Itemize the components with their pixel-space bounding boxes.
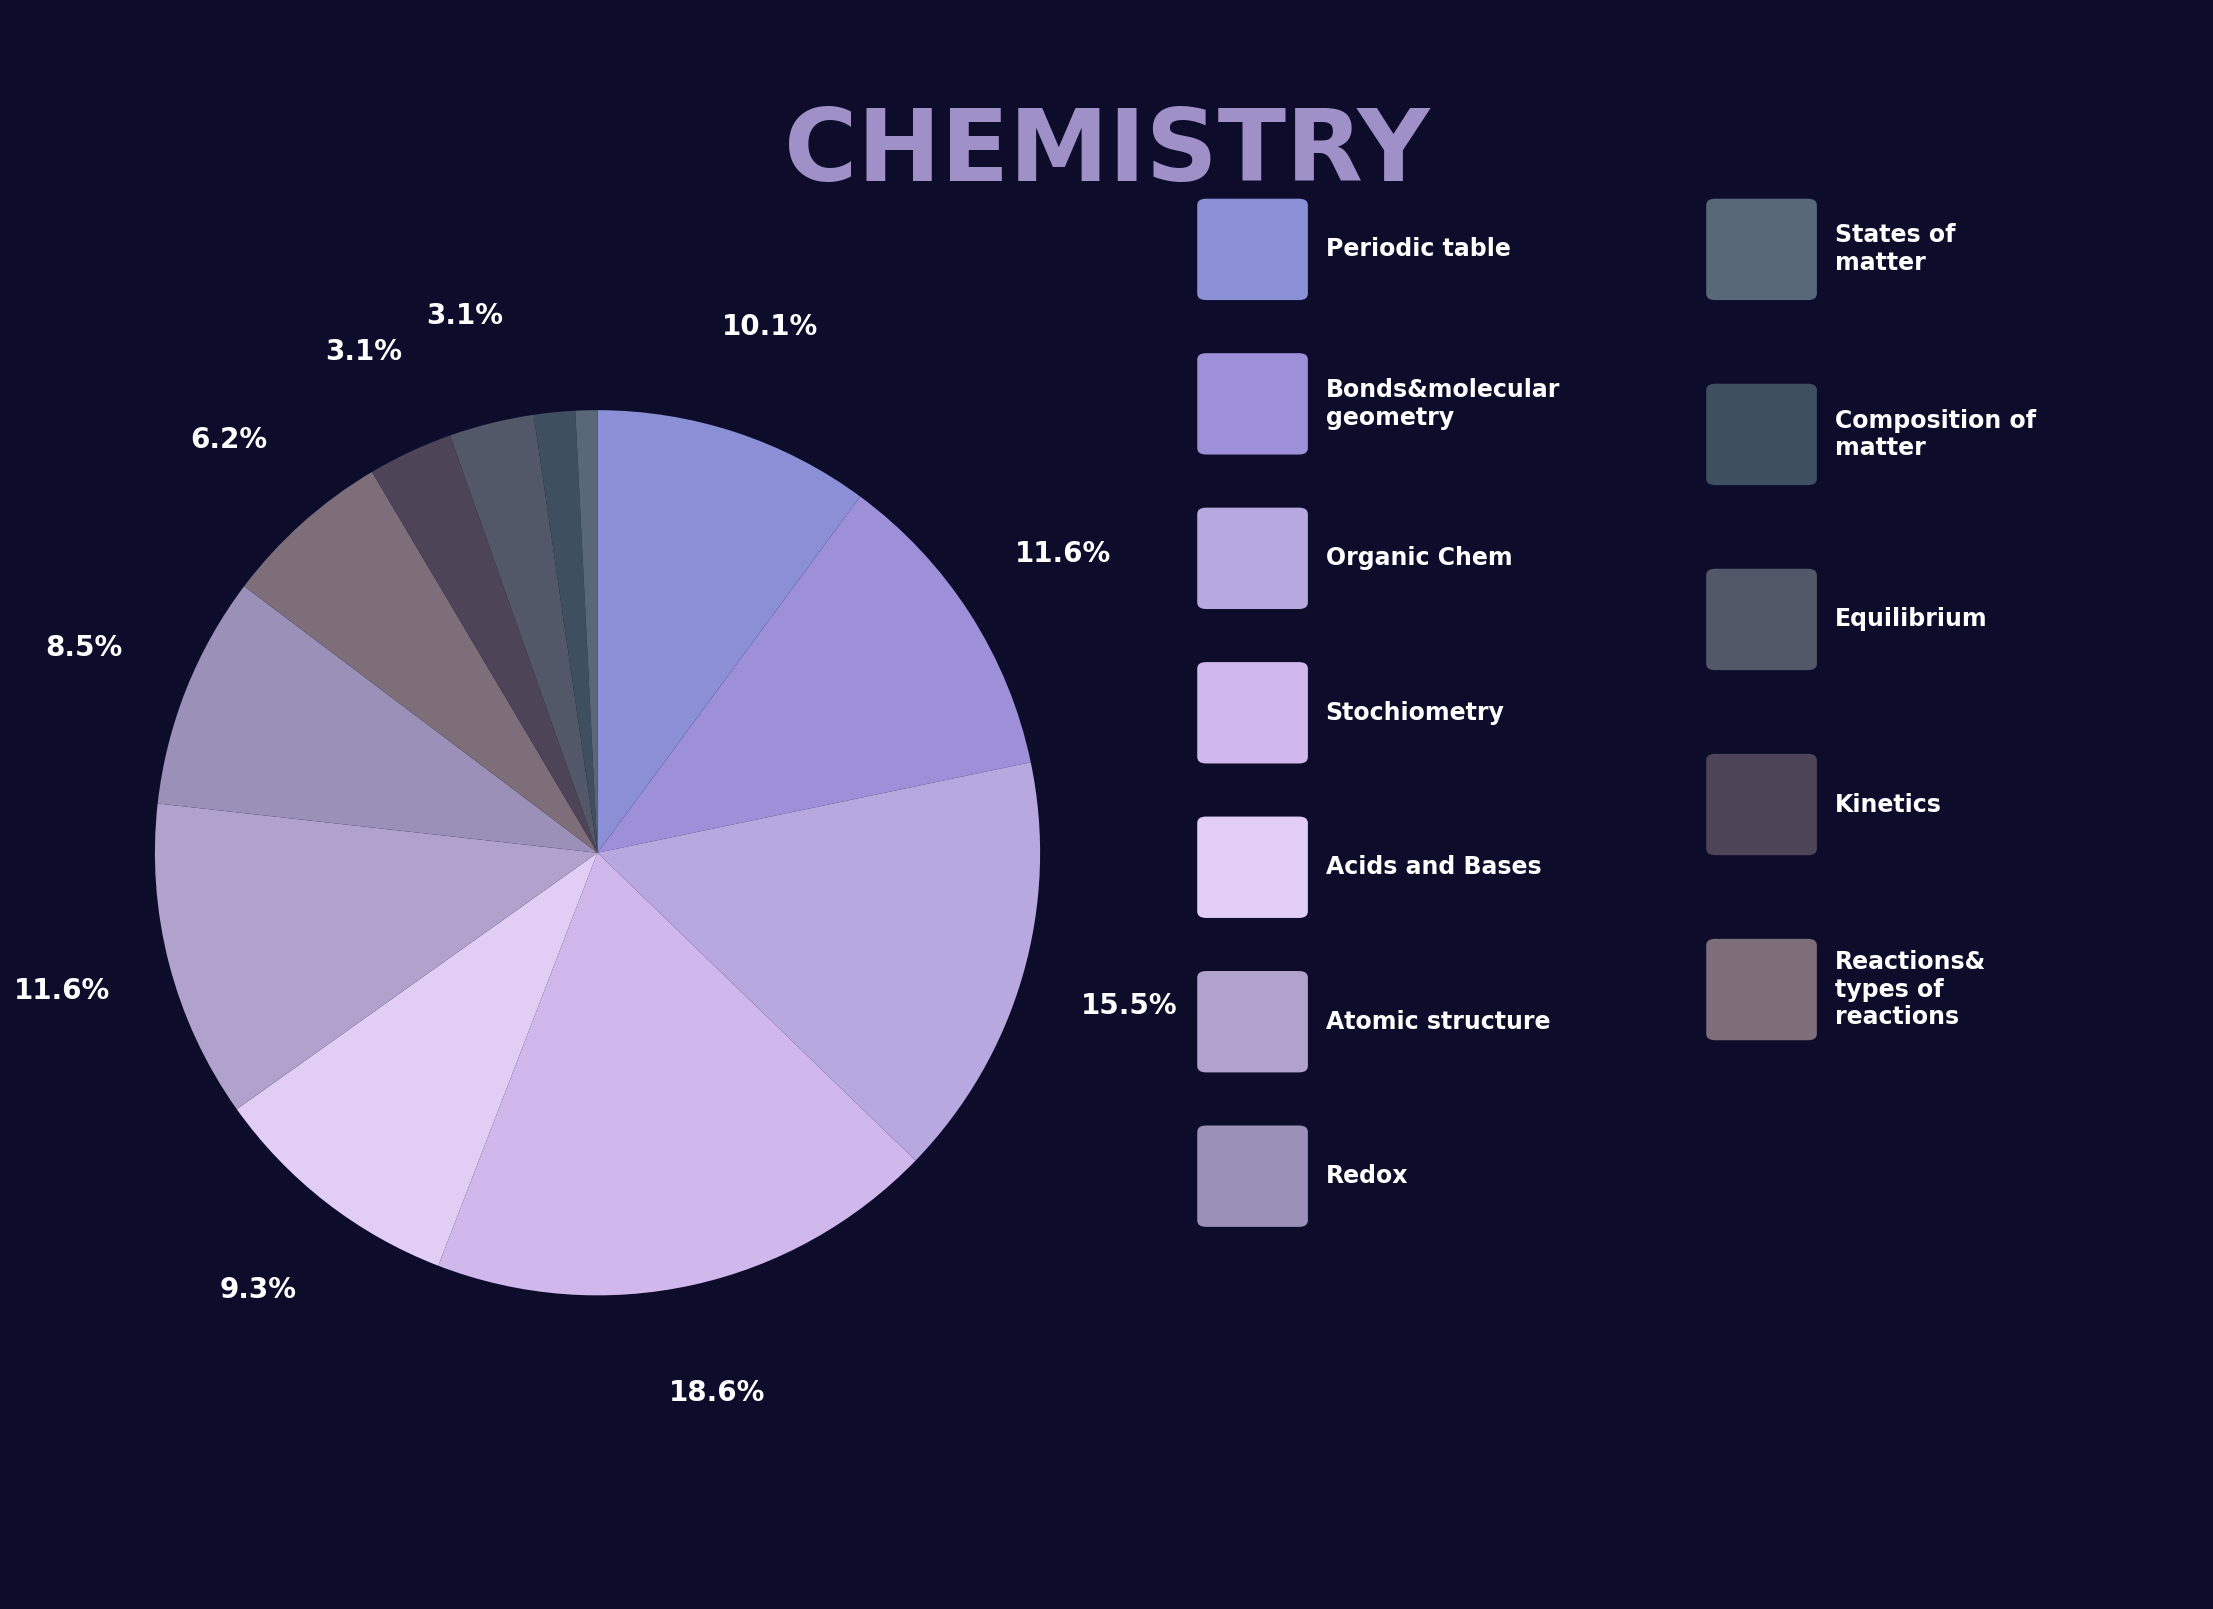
Text: Reactions&
types of
reactions: Reactions& types of reactions <box>1835 949 1985 1030</box>
Wedge shape <box>372 436 598 853</box>
Text: Periodic table: Periodic table <box>1326 238 1511 261</box>
Wedge shape <box>598 497 1031 853</box>
Text: Acids and Bases: Acids and Bases <box>1326 856 1540 879</box>
Text: Organic Chem: Organic Chem <box>1326 547 1511 570</box>
Wedge shape <box>237 853 598 1266</box>
Text: 18.6%: 18.6% <box>668 1379 766 1406</box>
Text: Stochiometry: Stochiometry <box>1326 702 1505 724</box>
Text: States of
matter: States of matter <box>1835 224 1954 275</box>
Text: 8.5%: 8.5% <box>44 634 122 661</box>
Text: 11.6%: 11.6% <box>1016 541 1111 568</box>
Wedge shape <box>575 410 598 853</box>
Wedge shape <box>243 471 598 853</box>
Wedge shape <box>157 586 598 853</box>
Text: Equilibrium: Equilibrium <box>1835 608 1987 631</box>
Text: Bonds&molecular
geometry: Bonds&molecular geometry <box>1326 378 1560 430</box>
Text: 11.6%: 11.6% <box>13 977 111 1006</box>
Wedge shape <box>533 410 598 853</box>
Wedge shape <box>449 415 598 853</box>
Text: 6.2%: 6.2% <box>190 426 268 454</box>
Text: 3.1%: 3.1% <box>427 301 502 330</box>
Wedge shape <box>438 853 916 1295</box>
Text: 9.3%: 9.3% <box>219 1276 297 1303</box>
Text: 3.1%: 3.1% <box>325 338 403 365</box>
Text: CHEMISTRY: CHEMISTRY <box>783 105 1430 201</box>
Text: Kinetics: Kinetics <box>1835 793 1941 816</box>
Text: 15.5%: 15.5% <box>1080 993 1177 1020</box>
Text: 10.1%: 10.1% <box>721 314 819 341</box>
Text: Atomic structure: Atomic structure <box>1326 1010 1549 1033</box>
Wedge shape <box>155 803 598 1109</box>
Text: Composition of
matter: Composition of matter <box>1835 409 2036 460</box>
Text: Redox: Redox <box>1326 1165 1407 1187</box>
Wedge shape <box>598 763 1040 1160</box>
Wedge shape <box>598 410 861 853</box>
